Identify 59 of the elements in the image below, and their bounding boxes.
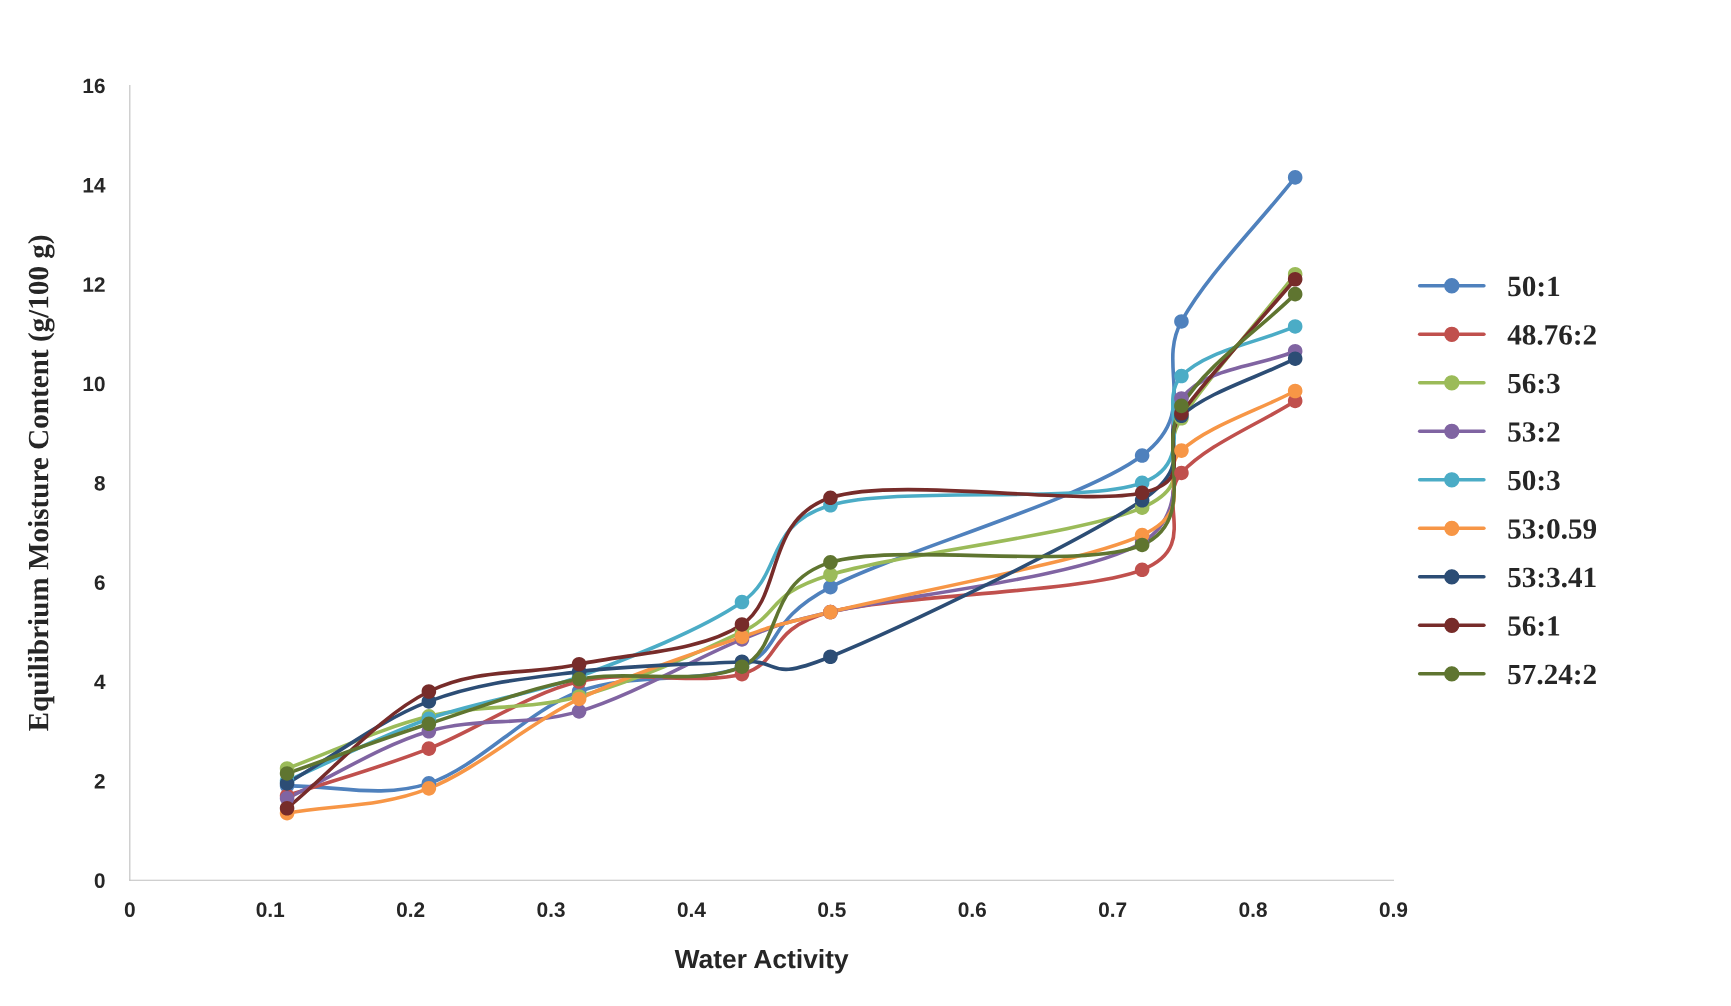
point <box>1287 383 1303 399</box>
legend-label: 53:3.41 <box>1508 567 1596 588</box>
point <box>571 704 587 719</box>
x-tick-label: 0.1 <box>256 902 285 918</box>
x-tick-label: 0.3 <box>537 902 565 918</box>
y-tick-label: 6 <box>94 575 105 590</box>
y-tick-label: 14 <box>83 178 106 193</box>
point <box>1287 170 1303 185</box>
point <box>823 555 838 570</box>
legend-label: 53:0.59 <box>1508 519 1597 539</box>
legend-label: 56:1 <box>1508 616 1560 636</box>
point <box>1174 443 1189 458</box>
x-tick-label: 0.8 <box>1239 902 1267 918</box>
point <box>421 716 437 732</box>
point <box>279 766 295 781</box>
point <box>1134 562 1150 578</box>
legend-label: 53:2 <box>1508 422 1560 442</box>
x-tick-label: 0.2 <box>396 902 425 918</box>
y-tick-label: 2 <box>94 773 105 789</box>
x-tick-label: 0.5 <box>818 902 846 918</box>
point <box>421 741 437 756</box>
legend-label: 57.24:2 <box>1508 664 1596 685</box>
y-axis-title: Equilibrium Moisture Content (g/100 g) <box>27 235 55 731</box>
point <box>571 656 587 672</box>
point <box>1287 286 1303 302</box>
point <box>1174 314 1189 329</box>
point <box>823 490 838 506</box>
y-tick-label: 0 <box>94 873 105 888</box>
x-tick-label: 0.7 <box>1098 902 1127 918</box>
point <box>1134 448 1150 463</box>
y-tick-label: 4 <box>94 674 106 690</box>
x-tick-label: 0.4 <box>677 902 706 918</box>
point <box>1134 485 1150 501</box>
legend-label: 50:3 <box>1508 470 1560 491</box>
point <box>734 594 750 610</box>
legend-label: 56:3 <box>1508 373 1560 394</box>
legend-label: 48.76:2 <box>1507 325 1596 345</box>
y-tick-label: 10 <box>83 376 105 392</box>
x-axis-title: Water Activity <box>674 948 849 974</box>
x-tick-label: 0.9 <box>1379 902 1408 918</box>
legend-label: 50:1 <box>1508 276 1560 297</box>
point <box>279 800 295 816</box>
point <box>1174 368 1189 384</box>
point <box>1287 319 1303 334</box>
point <box>823 567 838 583</box>
point <box>823 579 838 595</box>
point <box>734 617 750 632</box>
y-tick-label: 8 <box>94 475 105 491</box>
point <box>1287 351 1303 366</box>
point <box>1174 465 1189 481</box>
point <box>1287 271 1303 287</box>
point <box>421 684 437 699</box>
y-tick-label: 12 <box>83 277 105 292</box>
x-tick-label: 0 <box>124 902 135 918</box>
y-tick-label: 16 <box>83 78 105 94</box>
point <box>421 781 437 796</box>
point <box>823 649 838 665</box>
x-tick-label: 0.6 <box>958 902 986 918</box>
point <box>1174 398 1189 414</box>
